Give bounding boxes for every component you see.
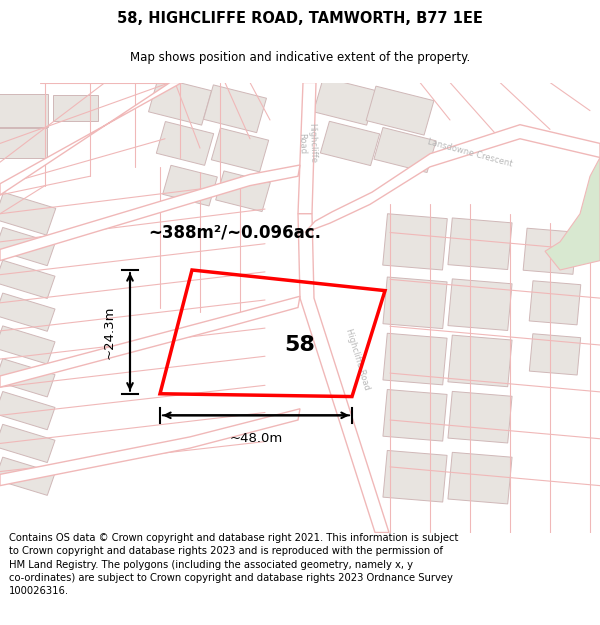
Bar: [448, 218, 512, 269]
Bar: [0, 359, 55, 397]
Bar: [448, 391, 512, 443]
Polygon shape: [545, 158, 600, 270]
Text: ~48.0m: ~48.0m: [229, 432, 283, 445]
Text: Highcliffe Road: Highcliffe Road: [344, 328, 371, 391]
Bar: [163, 166, 217, 206]
Bar: [0, 424, 55, 462]
Polygon shape: [298, 214, 389, 532]
Text: ~388m²/~0.096ac.: ~388m²/~0.096ac.: [149, 224, 322, 241]
Bar: [374, 127, 436, 172]
Bar: [0, 260, 55, 299]
Bar: [448, 452, 512, 504]
Polygon shape: [0, 82, 182, 195]
Bar: [383, 389, 447, 441]
Bar: [0, 129, 47, 158]
Bar: [157, 121, 214, 166]
Bar: [149, 78, 211, 125]
Bar: [383, 451, 447, 502]
Bar: [529, 334, 581, 375]
Text: Lansdowne Crescent: Lansdowne Crescent: [427, 137, 514, 169]
Bar: [0, 457, 55, 496]
Polygon shape: [0, 296, 300, 387]
Bar: [448, 335, 512, 387]
Bar: [383, 277, 447, 329]
Bar: [0, 391, 55, 430]
Bar: [0, 326, 55, 364]
Bar: [523, 228, 577, 274]
Bar: [320, 121, 380, 166]
Text: 58, HIGHCLIFFE ROAD, TAMWORTH, B77 1EE: 58, HIGHCLIFFE ROAD, TAMWORTH, B77 1EE: [117, 11, 483, 26]
Bar: [53, 94, 97, 121]
Polygon shape: [0, 165, 300, 261]
Text: 58: 58: [284, 335, 316, 355]
Polygon shape: [298, 82, 316, 214]
Bar: [448, 279, 512, 331]
Text: Highcliffe
Road: Highcliffe Road: [296, 123, 317, 164]
Text: ~24.3m: ~24.3m: [103, 305, 116, 359]
Polygon shape: [305, 125, 600, 232]
Polygon shape: [0, 409, 300, 486]
Bar: [0, 192, 56, 235]
Bar: [314, 78, 376, 125]
Bar: [366, 86, 434, 135]
Bar: [529, 281, 581, 325]
Bar: [215, 171, 271, 211]
Bar: [383, 214, 447, 270]
Bar: [383, 333, 447, 385]
Bar: [203, 85, 266, 132]
Bar: [0, 228, 55, 266]
Text: Contains OS data © Crown copyright and database right 2021. This information is : Contains OS data © Crown copyright and d…: [9, 533, 458, 596]
Text: Map shows position and indicative extent of the property.: Map shows position and indicative extent…: [130, 51, 470, 64]
Bar: [211, 128, 269, 172]
Bar: [0, 94, 47, 127]
Bar: [0, 293, 55, 331]
